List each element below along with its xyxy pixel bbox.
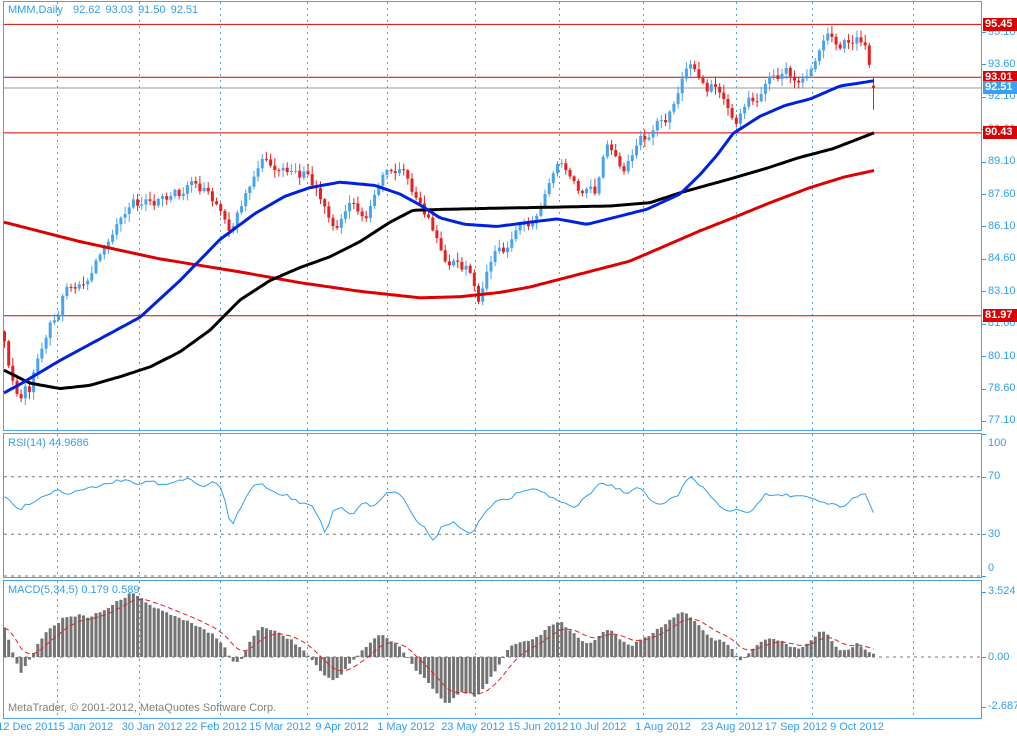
rsi-tick-mark bbox=[982, 576, 986, 577]
price-tick-mark bbox=[982, 389, 986, 390]
x-axis-date-label: 12 Dec 2011 bbox=[0, 721, 59, 733]
price-tick-mark bbox=[982, 194, 986, 195]
x-axis-date-label: 23 May 2012 bbox=[441, 721, 505, 733]
open-value: 92.62 bbox=[73, 4, 101, 16]
macd-tick-label: -2.687 bbox=[988, 700, 1017, 712]
chart-title: MMM,Daily 92.62 93.03 91.50 92.51 bbox=[8, 4, 203, 16]
price-tick-label: 84.60 bbox=[988, 252, 1016, 264]
macd-tick-mark bbox=[982, 592, 986, 593]
x-axis-date-label: 1 May 2012 bbox=[377, 721, 435, 733]
rsi-tick-mark bbox=[982, 477, 986, 478]
rsi-indicator-label: RSI(14) 44.9686 bbox=[8, 437, 89, 449]
main-chart-canvas[interactable] bbox=[3, 1, 982, 431]
price-tick-label: 93.60 bbox=[988, 58, 1016, 70]
macd-tick-label: 0.00 bbox=[988, 651, 1010, 663]
x-axis-date-label: 9 Oct 2012 bbox=[830, 721, 884, 733]
x-axis-date-label: 10 Jul 2012 bbox=[569, 721, 627, 733]
price-tick-mark bbox=[982, 356, 986, 357]
price-tick-label: 77.10 bbox=[988, 414, 1016, 426]
price-tick-mark bbox=[982, 32, 986, 33]
price-tick-mark bbox=[982, 226, 986, 227]
price-tick-label: 80.10 bbox=[988, 350, 1016, 362]
price-tick-mark bbox=[982, 162, 986, 163]
price-tick-label: 87.60 bbox=[988, 188, 1016, 200]
price-tick-mark bbox=[982, 64, 986, 65]
price-tick-mark bbox=[982, 259, 986, 260]
price-line-badge: 95.45 bbox=[983, 18, 1017, 31]
price-line-badge: 81.97 bbox=[983, 309, 1017, 322]
rsi-tick-label: 70 bbox=[988, 470, 1001, 482]
rsi-panel-canvas[interactable] bbox=[3, 433, 982, 578]
price-line-badge: 92.51 bbox=[983, 81, 1017, 94]
low-value: 91.50 bbox=[138, 4, 166, 16]
rsi-tick-label: 100 bbox=[988, 437, 1007, 449]
x-axis-date-label: 30 Jan 2012 bbox=[121, 721, 183, 733]
symbol-period-label: MMM,Daily bbox=[8, 4, 63, 16]
x-axis-date-label: 9 Apr 2012 bbox=[315, 721, 369, 733]
price-line-badge: 90.43 bbox=[983, 126, 1017, 139]
macd-tick-mark bbox=[982, 657, 986, 658]
price-line-badge: 93.01 bbox=[983, 71, 1017, 84]
macd-panel-canvas[interactable] bbox=[3, 580, 982, 719]
price-tick-mark bbox=[982, 324, 986, 325]
x-axis-date-label: 15 Jun 2012 bbox=[507, 721, 569, 733]
rsi-tick-mark bbox=[982, 534, 986, 535]
close-value: 92.51 bbox=[170, 4, 199, 16]
price-tick-label: 78.60 bbox=[988, 382, 1016, 394]
x-axis-date-label: 5 Jan 2012 bbox=[58, 721, 114, 733]
macd-tick-label: 3.524 bbox=[988, 585, 1016, 597]
x-axis-date-label: 1 Aug 2012 bbox=[635, 721, 691, 733]
x-axis-date-label: 23 Aug 2012 bbox=[701, 721, 763, 733]
price-tick-label: 83.10 bbox=[988, 285, 1016, 297]
price-tick-label: 89.10 bbox=[988, 155, 1016, 167]
price-tick-mark bbox=[982, 421, 986, 422]
price-tick-label: 86.10 bbox=[988, 220, 1016, 232]
x-axis-date-label: 17 Sep 2012 bbox=[764, 721, 828, 733]
rsi-tick-label: 0 bbox=[988, 562, 995, 574]
x-axis-date-label: 22 Feb 2012 bbox=[185, 721, 247, 733]
rsi-tick-mark bbox=[982, 434, 986, 435]
macd-indicator-label: MACD(5,34,5) 0.179 0.589 bbox=[8, 584, 140, 596]
macd-tick-mark bbox=[982, 707, 986, 708]
copyright-credit: MetaTrader, © 2001-2012, MetaQuotes Soft… bbox=[8, 702, 277, 714]
rsi-tick-label: 30 bbox=[988, 528, 1001, 540]
high-value: 93.03 bbox=[105, 4, 134, 16]
price-tick-mark bbox=[982, 291, 986, 292]
x-axis-date-label: 15 Mar 2012 bbox=[249, 721, 311, 733]
price-tick-mark bbox=[982, 97, 986, 98]
